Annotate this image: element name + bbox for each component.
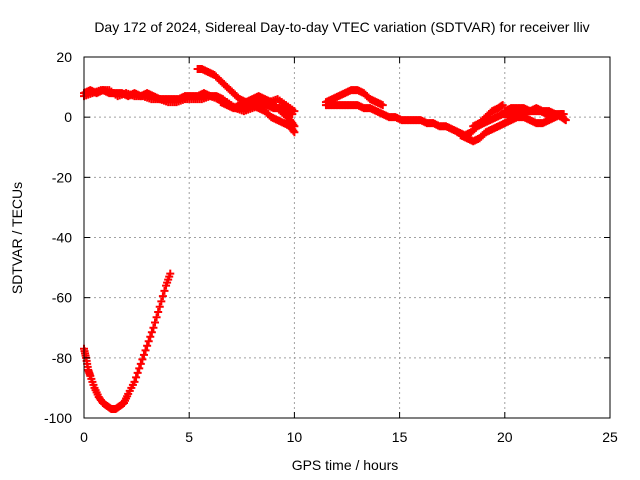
y-axis-title: SDTVAR / TECUs bbox=[9, 182, 25, 294]
x-axis-title: GPS time / hours bbox=[292, 457, 399, 473]
data-point bbox=[154, 307, 163, 316]
y-tick-label: 0 bbox=[64, 109, 72, 125]
x-tick-label: 5 bbox=[185, 429, 193, 445]
series-arc-dip bbox=[80, 269, 175, 413]
x-tick-label: 25 bbox=[602, 429, 618, 445]
data-point bbox=[166, 269, 175, 278]
data-point bbox=[138, 355, 147, 364]
x-tick-label: 0 bbox=[80, 429, 88, 445]
data-point bbox=[130, 377, 139, 386]
x-tick-label: 15 bbox=[392, 429, 408, 445]
data-layer bbox=[80, 65, 570, 413]
data-point bbox=[290, 107, 299, 116]
tick-layer: 0 5 10 15 20 25 -100 -80 -60 -40 -20 0 20 bbox=[44, 49, 618, 445]
data-point bbox=[561, 116, 570, 125]
series-arc-9 bbox=[500, 104, 570, 125]
data-point bbox=[133, 368, 142, 377]
data-point bbox=[139, 350, 148, 359]
x-tick-label: 20 bbox=[497, 429, 513, 445]
series-arc-6 bbox=[321, 86, 387, 110]
data-point bbox=[136, 359, 145, 368]
data-point bbox=[132, 373, 141, 382]
x-tick-label: 10 bbox=[287, 429, 303, 445]
chart-title: Day 172 of 2024, Sidereal Day-to-day VTE… bbox=[94, 19, 589, 35]
data-point bbox=[141, 346, 150, 355]
series-arc-4 bbox=[216, 92, 299, 131]
series-arc-8 bbox=[469, 101, 507, 131]
y-tick-label: -20 bbox=[52, 169, 72, 185]
y-tick-label: 20 bbox=[56, 49, 72, 65]
y-tick-label: -60 bbox=[52, 290, 72, 306]
data-point bbox=[290, 122, 299, 131]
data-point bbox=[160, 286, 169, 295]
data-point bbox=[152, 313, 161, 322]
data-point bbox=[146, 332, 155, 341]
data-point bbox=[289, 120, 298, 129]
data-point bbox=[378, 101, 387, 110]
y-tick-label: -40 bbox=[52, 230, 72, 246]
data-point bbox=[151, 318, 160, 327]
data-point bbox=[155, 302, 164, 311]
data-point bbox=[147, 328, 156, 337]
data-point bbox=[143, 341, 152, 350]
y-tick-label: -80 bbox=[52, 350, 72, 366]
data-point bbox=[158, 292, 167, 301]
data-point bbox=[498, 101, 507, 110]
y-tick-label: -100 bbox=[44, 410, 72, 426]
data-point bbox=[157, 297, 166, 306]
series-arc-3 bbox=[193, 65, 299, 137]
data-point bbox=[135, 364, 144, 373]
data-point bbox=[149, 323, 158, 332]
data-point bbox=[144, 337, 153, 346]
